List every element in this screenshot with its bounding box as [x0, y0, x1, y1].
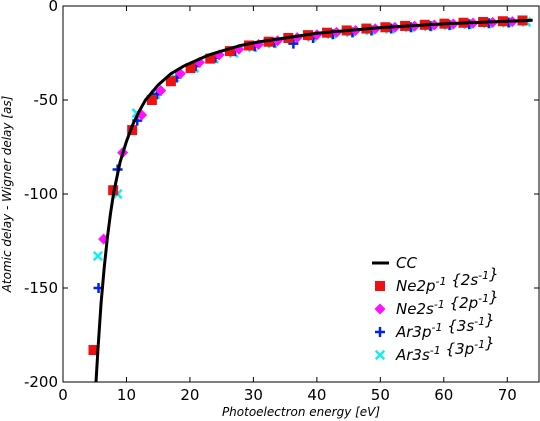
x-tick-label: 50	[371, 386, 390, 404]
x-tick-label: 0	[58, 386, 68, 404]
legend-label: Ne2p-1 {2s-1}	[396, 265, 499, 295]
legend-label: Ar3p-1 {3s-1}	[395, 311, 495, 341]
x-tick-label: 10	[117, 386, 136, 404]
x-axis-label: Photoelectron energy [eV]	[222, 405, 380, 419]
legend-label: Ne2s-1 {2p-1}	[396, 288, 499, 318]
x-tick-label: 70	[498, 386, 517, 404]
data-point	[165, 76, 176, 87]
series-line-cc	[94, 18, 533, 382]
legend-label: CC	[396, 254, 417, 272]
y-axis-label: Atomic delay - Wigner delay [as]	[0, 95, 14, 293]
data-point	[92, 250, 103, 262]
y-tick-label: -200	[24, 373, 58, 391]
y-tick-label: 0	[48, 0, 58, 15]
legend-swatch	[375, 327, 385, 337]
data-point	[146, 95, 157, 105]
x-tick-label: 40	[307, 386, 326, 404]
data-point	[155, 85, 167, 97]
x-tick-label: 60	[434, 386, 453, 404]
data-point	[205, 53, 216, 64]
plot-inner	[88, 15, 533, 382]
legend-swatch	[374, 349, 386, 361]
data-point	[288, 38, 299, 49]
data-point	[88, 345, 99, 356]
legend-label: Ar3s-1 {3p-1}	[395, 334, 495, 364]
y-tick-label: -150	[24, 279, 58, 297]
legend-swatch	[374, 303, 386, 315]
plot-area	[88, 15, 533, 382]
data-point	[243, 40, 254, 51]
x-tick-label: 20	[180, 386, 199, 404]
y-tick-label: -50	[34, 91, 59, 109]
y-tick-label: -100	[24, 185, 58, 203]
x-tick-label: 30	[244, 386, 263, 404]
plot-frame	[62, 5, 540, 383]
tick-layer: 0 10 20 30 40 50 60 70 0 -50 -100 -150 -200	[24, 0, 539, 404]
legend-swatch	[375, 281, 385, 291]
data-point	[185, 63, 196, 74]
data-point	[224, 46, 235, 57]
